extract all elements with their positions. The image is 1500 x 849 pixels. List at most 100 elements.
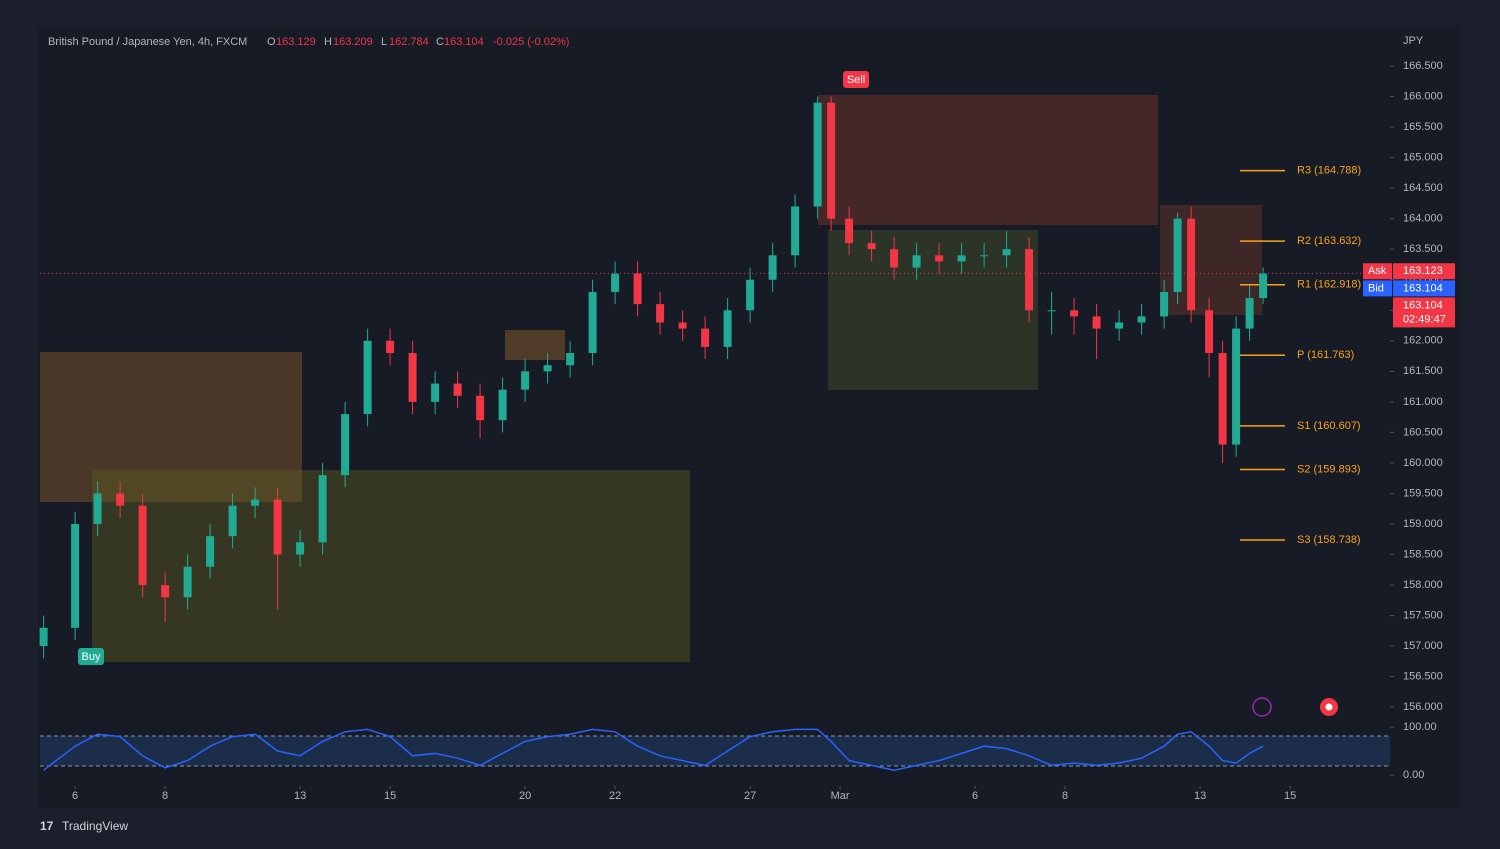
x-tick-label: 22	[609, 790, 621, 802]
y-tick-label: 160.500	[1403, 426, 1443, 438]
candle-body	[453, 383, 462, 396]
y-tick-label: 165.500	[1403, 121, 1443, 133]
sell-badge	[843, 71, 869, 88]
candle-body	[1070, 310, 1079, 317]
candle-body	[39, 627, 48, 647]
symbol: British Pound / Japanese Yen, 4h, FXCM	[48, 36, 247, 48]
candle-body	[912, 255, 921, 268]
alert-icon[interactable]	[1252, 697, 1272, 717]
pivot-label: P (161.763)	[1297, 349, 1354, 361]
candle-body	[827, 102, 836, 219]
buy-label: Buy	[82, 651, 101, 663]
sell-label: Sell	[847, 74, 865, 86]
candle-body	[521, 371, 530, 390]
candle-body	[656, 304, 665, 323]
candle-body	[251, 499, 260, 506]
l-value: 162.784	[389, 36, 429, 48]
pivot-label: R1 (162.918)	[1297, 279, 1361, 291]
y-tick-label: 162.000	[1403, 335, 1443, 347]
candle-body	[116, 493, 125, 506]
candle-body	[935, 255, 944, 262]
zone	[40, 352, 302, 502]
x-tick-label: 6	[972, 790, 978, 802]
zone	[505, 330, 565, 360]
pivot-label: S2 (159.893)	[1297, 463, 1361, 475]
pivot-label: S3 (158.738)	[1297, 534, 1361, 546]
candle-body	[768, 255, 777, 280]
x-tick-label: 8	[162, 790, 168, 802]
x-tick-label: 15	[384, 790, 396, 802]
candle-body	[1232, 328, 1241, 445]
y-tick-label: 156.000	[1403, 701, 1443, 713]
candle-body	[633, 273, 642, 305]
zone	[828, 230, 1038, 390]
y-tick-label: 164.500	[1403, 182, 1443, 194]
x-tick-label: 15	[1284, 790, 1296, 802]
countdown: 02:49:47	[1403, 313, 1446, 325]
candle-body	[746, 279, 755, 311]
y-tick-label: 159.500	[1403, 487, 1443, 499]
y-tick-label: 157.000	[1403, 640, 1443, 652]
candle-body	[1002, 249, 1011, 256]
candle-body	[138, 505, 147, 586]
candle-body	[1137, 316, 1146, 323]
candle-body	[386, 340, 395, 354]
y-tick-label: 160.000	[1403, 457, 1443, 469]
record-dot	[1325, 703, 1333, 711]
h-label: H	[324, 36, 332, 48]
candle-body	[363, 340, 372, 415]
candle-body	[980, 255, 989, 257]
y-tick-label: 158.000	[1403, 579, 1443, 591]
last-price: 163.104	[1403, 299, 1443, 311]
candle-body	[890, 249, 899, 268]
pivot-label: R2 (163.632)	[1297, 235, 1361, 247]
brand-logo: 17	[40, 819, 54, 833]
candle-body	[206, 536, 215, 567]
ask-bg	[1393, 263, 1455, 280]
y-tick-label: 166.000	[1403, 90, 1443, 102]
candle-body	[93, 493, 102, 524]
candle-body	[845, 218, 854, 244]
change: -0.025 (-0.02%)	[493, 36, 569, 48]
candle-body	[431, 383, 440, 402]
candle-body	[476, 395, 485, 421]
candle-body	[723, 310, 732, 347]
y-tick-label: 156.500	[1403, 671, 1443, 683]
o-value: 163.129	[276, 36, 316, 48]
candle-body	[957, 255, 966, 262]
bid: 163.104	[1403, 282, 1443, 294]
bid-label-bg	[1363, 280, 1392, 297]
x-tick-label: 8	[1062, 790, 1068, 802]
candle-body	[1025, 249, 1034, 311]
y-tick-label: 158.500	[1403, 548, 1443, 560]
y-tick-label: 165.000	[1403, 152, 1443, 164]
o-label: O	[267, 36, 276, 48]
candle-body	[566, 353, 575, 366]
x-tick-label: 27	[744, 790, 756, 802]
zone	[92, 470, 690, 662]
bid-label: Bid	[1368, 282, 1384, 294]
pivot-label: R3 (164.788)	[1297, 164, 1361, 176]
candle-body	[408, 353, 417, 402]
header: British Pound / Japanese Yen, 4h, FXCM O…	[48, 36, 569, 48]
x-tick-label: 13	[294, 790, 306, 802]
y-tick-label: 159.000	[1403, 518, 1443, 530]
candle-body	[1245, 298, 1254, 329]
candle-body	[813, 102, 822, 207]
candle-body	[71, 523, 80, 628]
candle-body	[1259, 273, 1268, 299]
last-tag-bg	[1393, 297, 1455, 328]
x-tick-label: 13	[1194, 790, 1206, 802]
y-tick-label: 166.500	[1403, 60, 1443, 72]
candle-body	[1115, 322, 1124, 329]
currency: JPY	[1403, 35, 1424, 47]
y-tick-label: 163.500	[1403, 243, 1443, 255]
candle-body	[1187, 218, 1196, 311]
candle-body	[678, 322, 687, 329]
candle-body	[1047, 310, 1056, 312]
c-label: C	[436, 36, 444, 48]
y-tick-label: 161.000	[1403, 396, 1443, 408]
osc-tick-label: 0.00	[1403, 769, 1424, 781]
candle-body	[296, 542, 305, 555]
